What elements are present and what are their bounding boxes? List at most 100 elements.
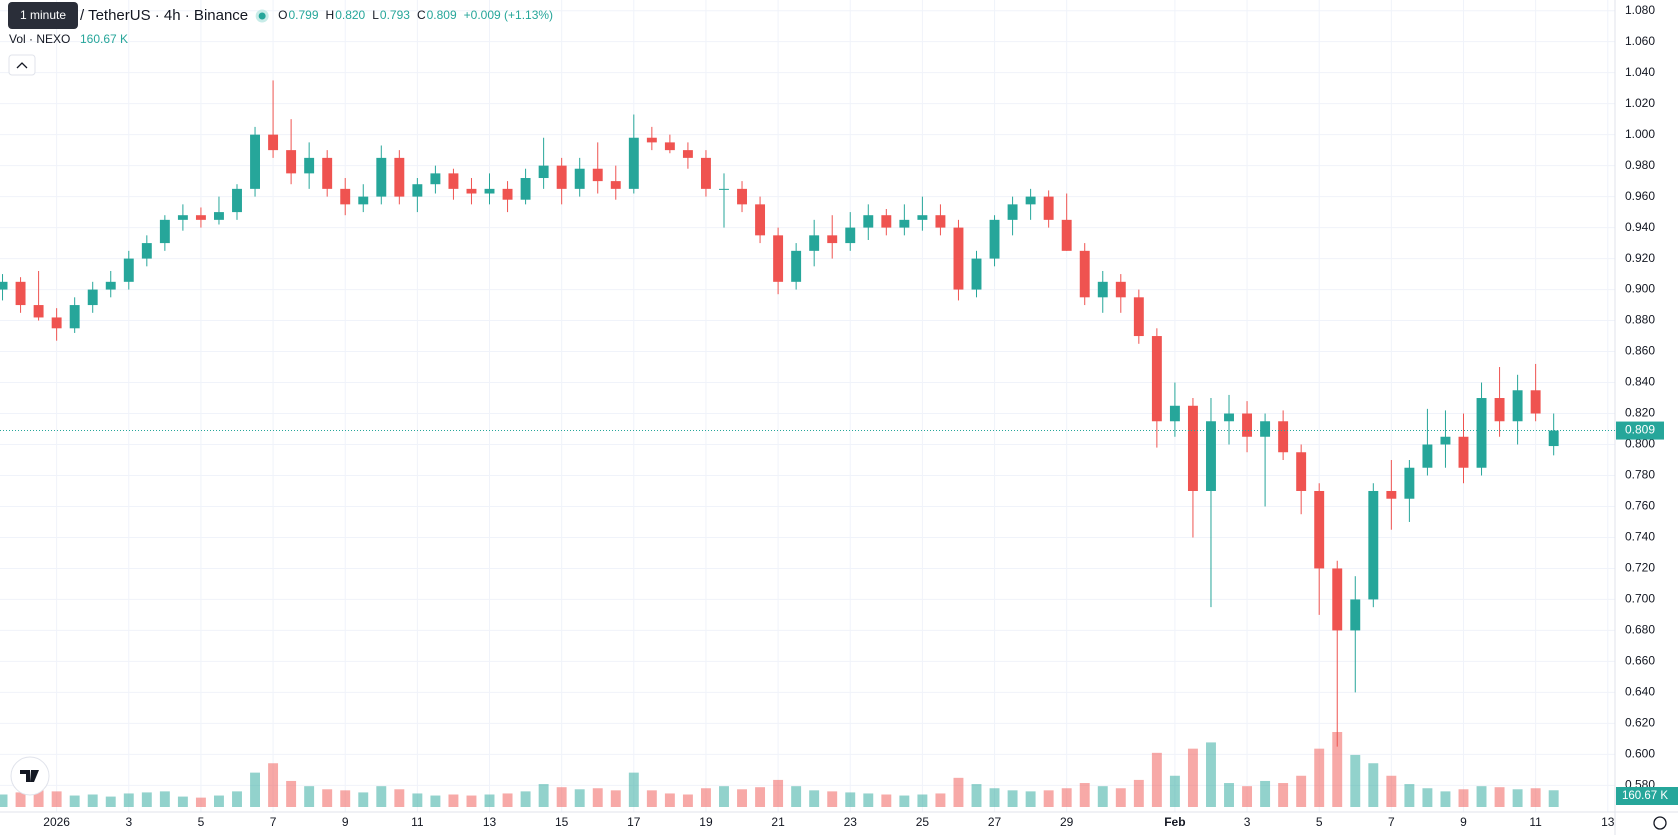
collapse-button[interactable] <box>8 54 36 76</box>
settings-icon[interactable] <box>1653 816 1667 830</box>
y-tick-label: 1.020 <box>1625 96 1655 110</box>
volume-bar <box>1133 779 1144 807</box>
volume-bar <box>538 784 549 807</box>
volume-bar <box>953 777 964 807</box>
volume-bar <box>700 788 711 807</box>
volume-bar <box>773 779 784 807</box>
candle-body <box>0 281 8 290</box>
candle-body <box>610 181 621 189</box>
volume-bar <box>556 787 567 807</box>
candle-body <box>719 188 729 190</box>
candle-body <box>791 250 802 282</box>
y-tick-label: 0.640 <box>1625 685 1655 699</box>
candle-body <box>268 134 279 151</box>
legend-key: H <box>326 8 335 22</box>
candle-body <box>809 235 820 251</box>
status-dot <box>255 9 269 23</box>
candle-body <box>899 219 910 228</box>
volume-bar <box>1314 748 1325 807</box>
candle-body <box>466 188 477 194</box>
candle-body <box>1530 390 1541 414</box>
volume-bar <box>232 791 242 807</box>
legend-key: O <box>278 8 287 22</box>
volume-bar <box>1458 789 1469 807</box>
volume-bar <box>646 790 657 807</box>
candle-body <box>664 142 675 151</box>
legend-value: 0.799 <box>289 8 319 22</box>
x-tick-label: 11 <box>1529 815 1542 829</box>
candle-body <box>827 235 838 244</box>
symbol-title[interactable]: / TetherUS · 4h · Binance <box>80 7 248 24</box>
volume-bar <box>322 789 333 807</box>
candle-body <box>232 188 242 213</box>
volume-bar <box>664 793 675 807</box>
candle-body <box>628 137 639 189</box>
candle-body <box>123 258 134 282</box>
candle-body <box>412 184 423 197</box>
volume-bar <box>1242 786 1253 807</box>
x-tick-label: 21 <box>771 815 785 829</box>
x-tick-label: 23 <box>844 815 858 829</box>
volume-bar <box>971 784 982 807</box>
y-tick-label: 0.700 <box>1625 592 1655 606</box>
volume-bar <box>304 786 315 807</box>
candle-body <box>773 235 784 282</box>
volume-bar <box>628 772 639 807</box>
volume-bar <box>863 793 874 807</box>
candle-body <box>1440 436 1451 445</box>
candle-body <box>15 281 26 306</box>
candle-body <box>520 178 531 200</box>
candle-body <box>556 165 567 189</box>
volume-bar <box>1548 790 1559 807</box>
volume-bar <box>1368 763 1379 807</box>
volume-bar <box>430 795 441 807</box>
y-tick-label: 0.620 <box>1625 716 1655 730</box>
volume-bar <box>809 790 820 807</box>
y-tick-label: 0.900 <box>1625 282 1655 296</box>
volume-bar <box>340 790 351 807</box>
candle-body <box>1242 413 1253 437</box>
x-tick-label: 5 <box>1316 815 1323 829</box>
volume-bar <box>737 789 747 807</box>
grid <box>0 0 1615 812</box>
volume-bar <box>1278 783 1289 807</box>
volume-bar <box>1512 789 1523 807</box>
x-tick-label: 5 <box>198 815 205 829</box>
volume-badge <box>1616 787 1678 805</box>
y-tick-label: 0.960 <box>1625 189 1655 203</box>
x-tick-label: Feb <box>1164 815 1185 829</box>
x-tick-label: 13 <box>483 815 497 829</box>
candle-body <box>953 227 964 290</box>
candle-body <box>286 150 297 174</box>
candle-body <box>1224 413 1234 422</box>
y-tick-label: 0.880 <box>1625 313 1655 327</box>
candle-body <box>448 173 459 189</box>
y-tick-label: 0.860 <box>1625 344 1655 358</box>
y-tick-label: 1.000 <box>1625 127 1655 141</box>
volume-pane <box>0 732 1559 807</box>
candle-body <box>1260 421 1271 437</box>
x-tick-label: 3 <box>1244 815 1251 829</box>
volume-bar <box>520 791 531 807</box>
volume-bar <box>1061 788 1072 807</box>
y-tick-label: 1.040 <box>1625 65 1655 79</box>
volume-bar <box>448 794 459 807</box>
volume-bar <box>1476 786 1487 807</box>
volume-bar <box>1440 791 1451 807</box>
volume-bar <box>682 794 693 807</box>
candle-body <box>1278 421 1289 453</box>
volume-bar <box>268 763 279 807</box>
last-price-badge <box>1616 421 1664 440</box>
candle-body <box>1476 398 1487 468</box>
candle-body <box>484 188 495 194</box>
candle-body <box>1025 196 1036 205</box>
candle-body <box>1061 219 1072 251</box>
candle-body <box>935 215 946 228</box>
x-tick-label: 9 <box>1460 815 1467 829</box>
candle-body <box>340 188 351 205</box>
candle-body <box>159 219 170 244</box>
volume-bar <box>1386 775 1397 807</box>
candle-body <box>214 212 224 220</box>
last-price-label: 0.809 <box>1625 423 1655 437</box>
